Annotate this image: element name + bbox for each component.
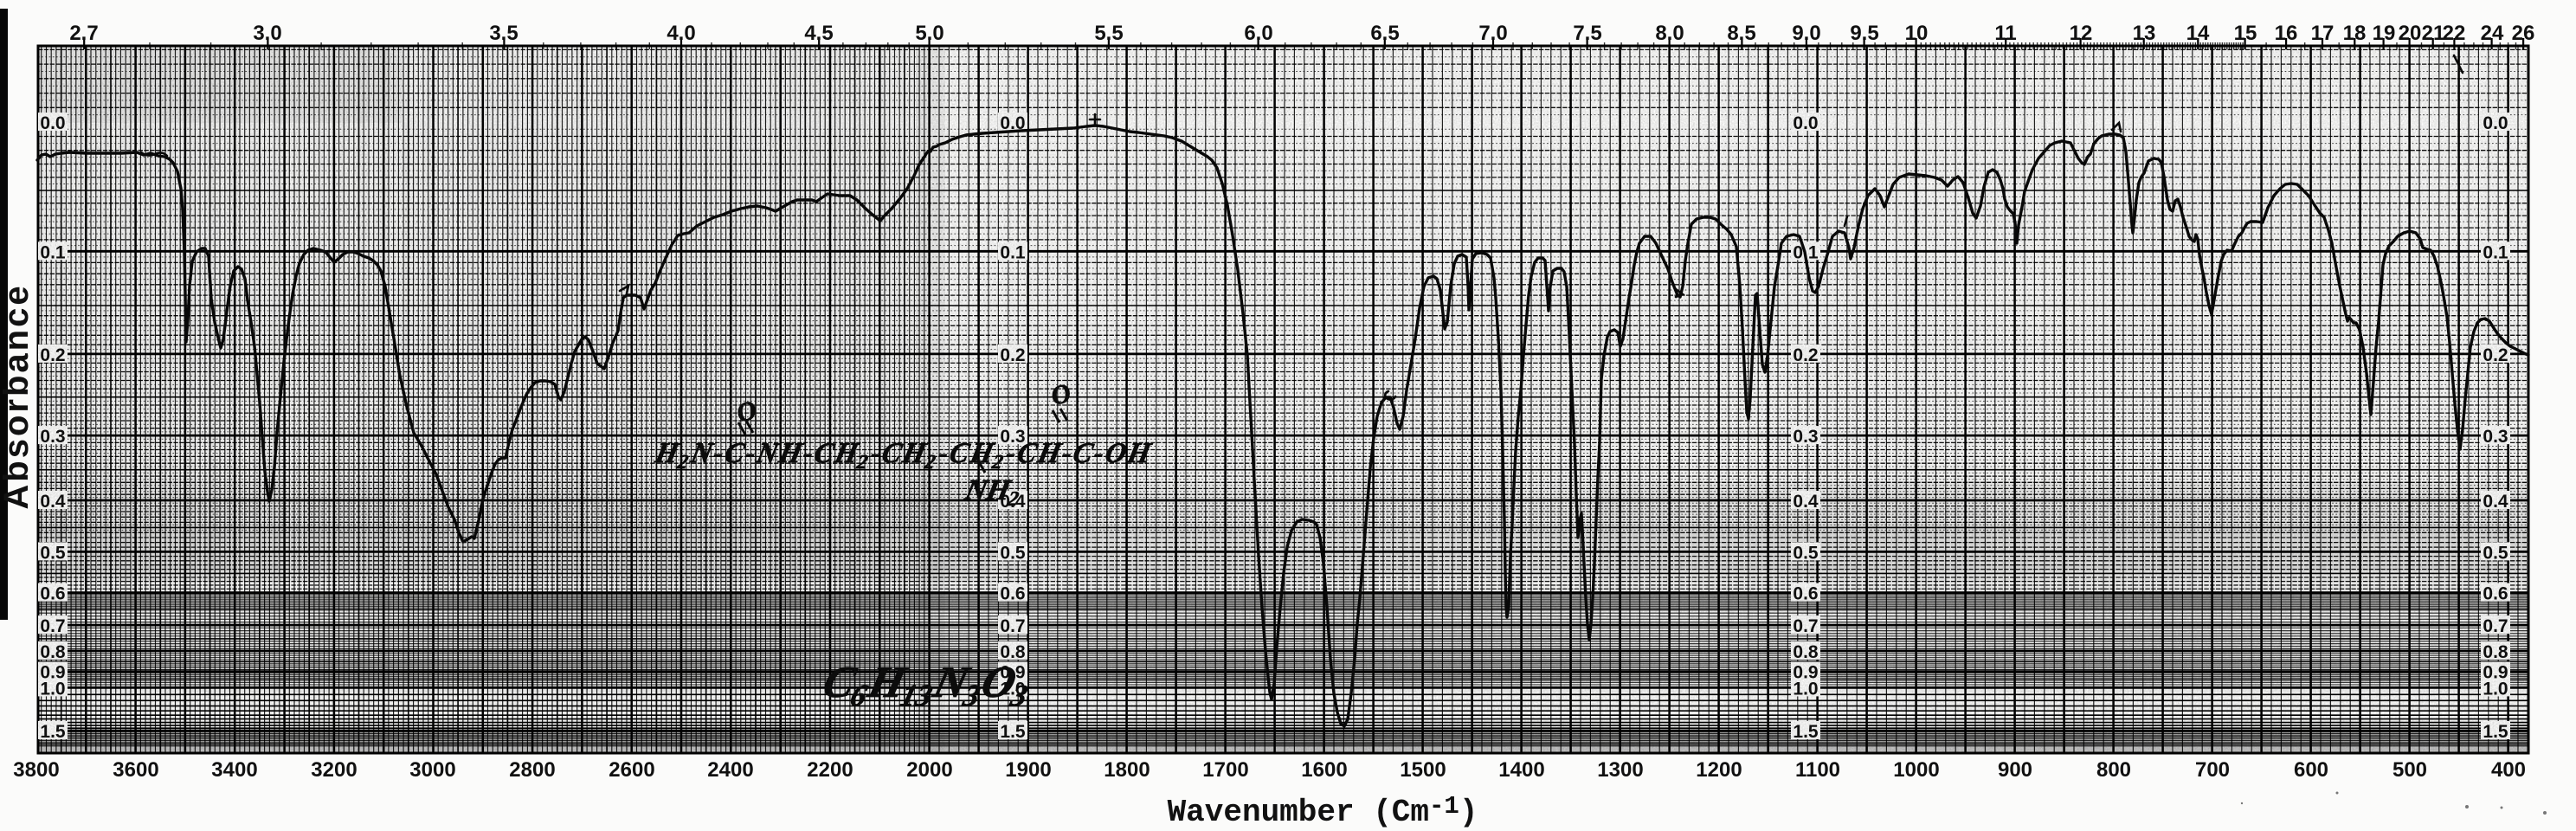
svg-text:3.5: 3.5 <box>489 22 518 45</box>
svg-text:6.0: 6.0 <box>1244 22 1272 45</box>
svg-text:8.0: 8.0 <box>1655 22 1684 45</box>
svg-text:1500: 1500 <box>1400 758 1446 782</box>
svg-text:24: 24 <box>2481 22 2504 45</box>
svg-text:1100: 1100 <box>1795 758 1840 782</box>
svg-text:700: 700 <box>2195 758 2230 782</box>
svg-text:6.5: 6.5 <box>1370 22 1399 45</box>
svg-text:22: 22 <box>2443 22 2466 45</box>
svg-text:5.5: 5.5 <box>1094 22 1123 45</box>
svg-text:12: 12 <box>2070 22 2093 45</box>
svg-text:8.5: 8.5 <box>1727 22 1755 45</box>
svg-text:5.0: 5.0 <box>915 22 943 45</box>
svg-text:14: 14 <box>2186 22 2210 45</box>
svg-text:13: 13 <box>2133 22 2156 45</box>
svg-text:1800: 1800 <box>1104 758 1150 782</box>
svg-text:1200: 1200 <box>1696 758 1742 782</box>
svg-text:18: 18 <box>2343 22 2367 45</box>
svg-text:4.0: 4.0 <box>667 22 695 45</box>
svg-text:3600: 3600 <box>113 758 158 782</box>
svg-text:4.5: 4.5 <box>804 22 833 45</box>
svg-text:600: 600 <box>2294 758 2328 782</box>
svg-text:3000: 3000 <box>409 758 455 782</box>
svg-text:1000: 1000 <box>1893 758 1939 782</box>
svg-text:2400: 2400 <box>707 758 753 782</box>
svg-text:Absorbance: Absorbance <box>0 283 35 509</box>
svg-text:26: 26 <box>2512 22 2535 45</box>
svg-text:2000: 2000 <box>906 758 952 782</box>
svg-text:1600: 1600 <box>1301 758 1347 782</box>
svg-text:7.0: 7.0 <box>1478 22 1507 45</box>
svg-text:3800: 3800 <box>13 758 59 782</box>
svg-text:2.7: 2.7 <box>69 22 98 45</box>
svg-text:1400: 1400 <box>1498 758 1544 782</box>
svg-text:17: 17 <box>2311 22 2334 45</box>
svg-text:400: 400 <box>2491 758 2526 782</box>
svg-text:1300: 1300 <box>1597 758 1643 782</box>
svg-text:2800: 2800 <box>509 758 555 782</box>
svg-text:16: 16 <box>2275 22 2298 45</box>
svg-text:15: 15 <box>2234 22 2257 45</box>
svg-text:3400: 3400 <box>211 758 257 782</box>
svg-text:500: 500 <box>2392 758 2427 782</box>
svg-text:11: 11 <box>1994 22 2016 45</box>
svg-text:900: 900 <box>1998 758 2032 782</box>
svg-text:3.0: 3.0 <box>253 22 281 45</box>
svg-text:Wavenumber (Cm-1): Wavenumber (Cm-1) <box>1168 792 1478 830</box>
svg-text:10: 10 <box>1905 22 1929 45</box>
svg-text:9.0: 9.0 <box>1792 22 1820 45</box>
svg-text:2200: 2200 <box>807 758 853 782</box>
svg-text:1700: 1700 <box>1202 758 1248 782</box>
svg-text:21: 21 <box>2422 22 2445 45</box>
svg-text:800: 800 <box>2096 758 2131 782</box>
svg-text:1900: 1900 <box>1005 758 1051 782</box>
svg-text:20: 20 <box>2399 22 2422 45</box>
svg-text:7.5: 7.5 <box>1573 22 1601 45</box>
svg-text:19: 19 <box>2373 22 2396 45</box>
svg-text:2600: 2600 <box>609 758 654 782</box>
svg-text:9.5: 9.5 <box>1850 22 1878 45</box>
svg-text:3200: 3200 <box>311 758 357 782</box>
